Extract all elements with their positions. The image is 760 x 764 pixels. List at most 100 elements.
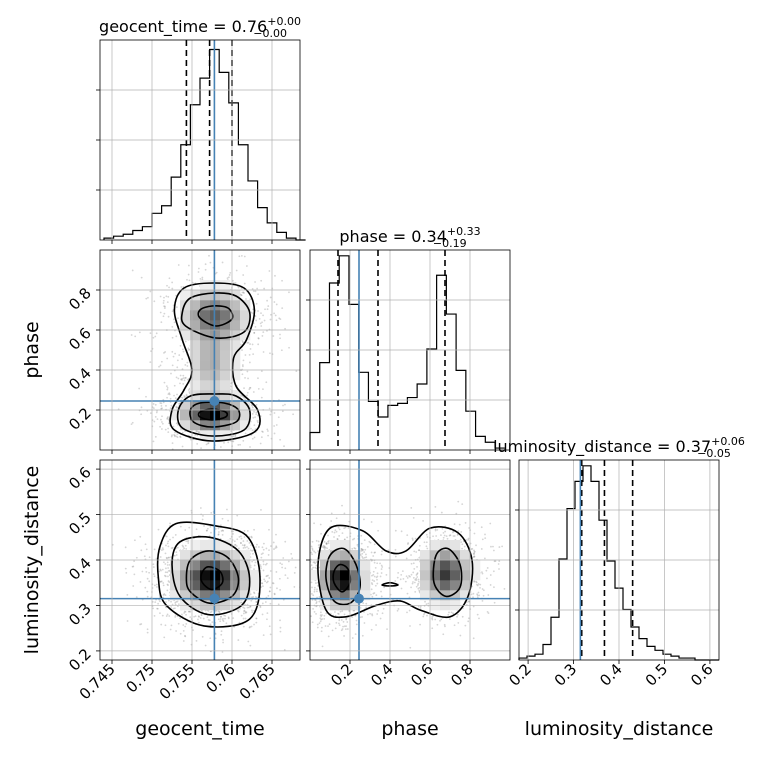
sample-point xyxy=(184,626,186,628)
sample-point xyxy=(284,567,286,569)
sample-point xyxy=(304,627,306,629)
sample-point xyxy=(261,397,263,399)
sample-point xyxy=(252,353,254,355)
sample-point xyxy=(198,271,200,273)
sample-point xyxy=(279,619,281,621)
sample-point xyxy=(371,521,373,523)
sample-point xyxy=(335,622,337,624)
sample-point xyxy=(260,566,262,568)
sample-point xyxy=(147,578,149,580)
sample-point xyxy=(310,552,312,554)
sample-point xyxy=(202,515,204,517)
sample-point xyxy=(276,319,278,321)
sample-point xyxy=(315,565,317,567)
sample-point xyxy=(184,379,186,381)
sample-point xyxy=(266,300,268,302)
sample-point xyxy=(170,407,172,409)
sample-point xyxy=(279,334,281,336)
sample-point xyxy=(253,411,255,413)
sample-point xyxy=(222,262,224,264)
sample-point xyxy=(229,538,231,540)
sample-point xyxy=(170,629,172,631)
sample-point xyxy=(301,607,303,609)
sample-point xyxy=(177,436,179,438)
sample-point xyxy=(263,564,265,566)
sample-point xyxy=(146,548,148,550)
sample-point xyxy=(220,634,222,636)
sample-point xyxy=(257,343,259,345)
sample-point xyxy=(281,567,283,569)
density-cell xyxy=(190,570,200,580)
sample-point xyxy=(210,532,212,534)
sample-point xyxy=(294,555,296,557)
sample-point xyxy=(241,538,243,540)
sample-point xyxy=(184,635,186,637)
sample-point xyxy=(412,572,414,574)
sample-point xyxy=(448,612,450,614)
sample-point xyxy=(174,353,176,355)
sample-point xyxy=(167,296,169,298)
sample-point xyxy=(498,568,500,570)
sample-point xyxy=(324,541,326,543)
sample-point xyxy=(159,402,161,404)
sample-point xyxy=(199,462,201,464)
sample-point xyxy=(279,578,281,580)
sample-point xyxy=(164,306,166,308)
sample-point xyxy=(203,525,205,527)
sample-point xyxy=(234,435,236,437)
sample-point xyxy=(246,546,248,548)
sample-point xyxy=(374,576,376,578)
sample-point xyxy=(482,538,484,540)
sample-point xyxy=(270,314,272,316)
sample-point xyxy=(176,407,178,409)
sample-point xyxy=(254,281,256,283)
sample-point xyxy=(218,611,220,613)
title-base: phase = 0.34 xyxy=(339,227,446,246)
sample-point xyxy=(361,616,363,618)
sample-point xyxy=(406,612,408,614)
sample-point xyxy=(465,522,467,524)
sample-point xyxy=(252,407,254,409)
sample-point xyxy=(166,615,168,617)
sample-point xyxy=(263,549,265,551)
sample-point xyxy=(295,567,297,569)
sample-point xyxy=(262,546,264,548)
sample-point xyxy=(154,575,156,577)
sample-point xyxy=(243,387,245,389)
sample-point xyxy=(515,583,517,585)
sample-point xyxy=(150,332,152,334)
sample-point xyxy=(160,624,162,626)
sample-point xyxy=(265,381,267,383)
sample-point xyxy=(416,566,418,568)
sample-point xyxy=(473,606,475,608)
sample-point xyxy=(171,282,173,284)
sample-point xyxy=(160,312,162,314)
sample-point xyxy=(218,531,220,533)
density-cell xyxy=(180,550,190,560)
sample-point xyxy=(242,540,244,542)
sample-point xyxy=(167,431,169,433)
sample-point xyxy=(148,572,150,574)
sample-point xyxy=(260,322,262,324)
sample-point xyxy=(177,317,179,319)
sample-point xyxy=(407,577,409,579)
sample-point xyxy=(232,617,234,619)
sample-point xyxy=(363,518,365,520)
sample-point xyxy=(139,624,141,626)
sample-point xyxy=(165,545,167,547)
sample-point xyxy=(159,612,161,614)
sample-point xyxy=(457,614,459,616)
sample-point xyxy=(264,320,266,322)
sample-point xyxy=(250,428,252,430)
sample-point xyxy=(189,279,191,281)
sample-point xyxy=(171,547,173,549)
density-cell xyxy=(190,350,200,360)
sample-point xyxy=(255,413,257,415)
sample-point xyxy=(262,603,264,605)
title-lower-error: −0.00 xyxy=(253,27,287,40)
sample-point xyxy=(304,567,306,569)
sample-point xyxy=(427,536,429,538)
sample-point xyxy=(307,573,309,575)
sample-point xyxy=(175,630,177,632)
sample-point xyxy=(229,272,231,274)
